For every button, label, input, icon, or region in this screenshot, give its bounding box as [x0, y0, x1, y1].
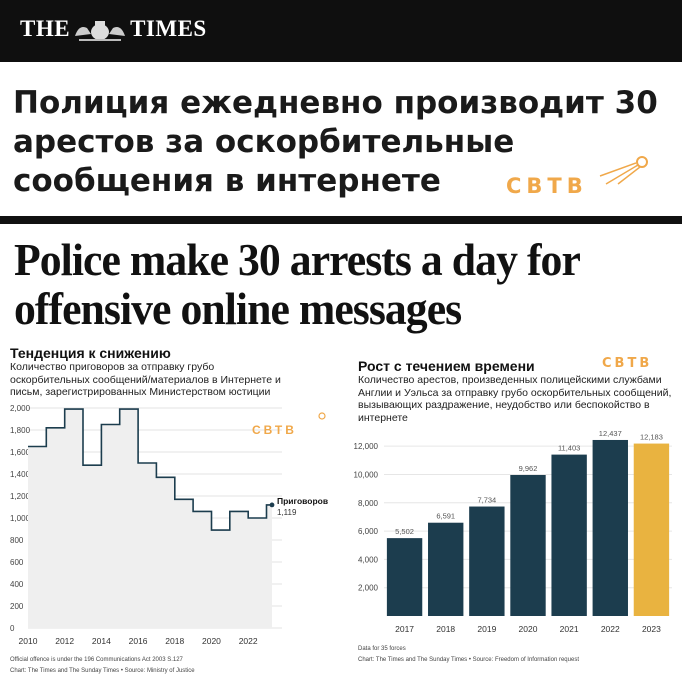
right-x-tick-label: 2019	[477, 624, 496, 634]
right-x-tick-label: 2020	[519, 624, 538, 634]
right-x-tick-label: 2023	[642, 624, 661, 634]
masthead-logo-left: THE	[20, 16, 71, 41]
right-bar	[510, 474, 546, 616]
left-x-tick-label: 2010	[19, 636, 38, 646]
right-bar-chart: 12,000 10,000 8,000 6,000 4,000 2,000 5,502 201…	[354, 429, 672, 634]
left-y-tick-label: 2,000	[10, 404, 31, 413]
satellite-icon	[599, 156, 648, 185]
left-annotation-value: 1,119	[277, 508, 297, 517]
right-y-tick-label: 6,000	[358, 527, 379, 536]
masthead-logo: THE TIMES	[20, 16, 207, 42]
left-y-tick-label: 1,600	[10, 448, 31, 457]
right-bar	[551, 454, 587, 616]
right-chart-title: Рост с течением времени	[358, 358, 535, 374]
right-chart-note: Data for 35 forces	[358, 646, 406, 652]
masthead-logo-right: TIMES	[130, 16, 207, 41]
left-satellite-icon	[318, 412, 326, 420]
right-y-tick-label: 10,000	[354, 470, 379, 479]
left-x-tick-label: 2020	[202, 636, 221, 646]
left-chart-watermark: СВТВ	[252, 423, 297, 437]
left-x-tick-label: 2012	[55, 636, 74, 646]
right-x-tick-label: 2018	[436, 624, 455, 634]
right-y-tick-label: 2,000	[358, 584, 379, 593]
right-x-tick-label: 2022	[601, 624, 620, 634]
right-y-tick-label: 12,000	[354, 442, 379, 451]
left-chart-source: Chart: The Times and The Sunday Times • …	[10, 668, 195, 674]
right-bar-value-label: 12,437	[599, 429, 622, 438]
right-x-tick-label: 2017	[395, 624, 414, 634]
right-bar-value-label: 6,591	[436, 512, 455, 521]
left-x-tick-label: 2014	[92, 636, 111, 646]
left-chart-note: Official offence is under the 196 Commun…	[10, 657, 183, 663]
right-bar	[386, 538, 423, 616]
left-series-line	[28, 408, 272, 531]
right-bar-value-label: 12,183	[640, 433, 663, 442]
left-x-tick-label: 2018	[165, 636, 184, 646]
russian-headline: Полиция ежедневно производит 30 арестов …	[13, 85, 658, 199]
left-y-tick-label: 1,200	[10, 492, 31, 501]
left-area-fill	[28, 409, 272, 628]
left-x-tick-label: 2016	[129, 636, 148, 646]
left-y-tick-label: 800	[10, 536, 24, 545]
left-y-tick-label: 1,000	[10, 514, 31, 523]
right-y-tick-label: 8,000	[358, 499, 379, 508]
right-bar	[592, 439, 628, 616]
russian-headline-panel: Полиция ежедневно производит 30 арестов …	[0, 62, 682, 216]
masthead: THE TIMES	[0, 0, 682, 62]
right-bar	[469, 506, 505, 616]
english-headline: Police make 30 arrests a day for offensi…	[14, 234, 580, 334]
left-chart-title: Тенденция к снижению	[10, 345, 171, 361]
right-bar	[428, 522, 464, 616]
watermark-logo: СВТВ	[506, 174, 588, 198]
left-line-chart: 2,000 1,800 1,600 1,400 1,200 1,000 800 600 400 2…	[10, 404, 328, 646]
left-y-tick-label: 600	[10, 558, 24, 567]
right-chart-source: Chart: The Times and The Sunday Times • …	[358, 657, 579, 663]
left-y-tick-label: 400	[10, 580, 24, 589]
right-bar-value-label: 9,962	[519, 464, 538, 473]
left-y-tick-label: 1,800	[10, 426, 31, 435]
right-watermark-logo: СВТВ	[602, 356, 653, 371]
right-bar-value-label: 5,502	[395, 527, 414, 536]
right-chart-subtitle: Количество арестов, произведенных полице…	[358, 374, 672, 424]
right-x-tick-label: 2021	[560, 624, 579, 634]
crest-icon	[75, 20, 126, 41]
right-bar	[633, 443, 670, 616]
left-y-tick-label: 0	[10, 624, 15, 633]
right-bar-value-label: 11,403	[558, 444, 580, 453]
divider	[0, 216, 682, 224]
right-y-tick-label: 4,000	[358, 555, 379, 564]
left-annotation-label: Приговоров	[277, 496, 328, 506]
left-y-tick-label: 1,400	[10, 470, 31, 479]
left-y-tick-label: 200	[10, 602, 24, 611]
left-chart-subtitle: Количество приговоров за отправку грубо …	[10, 361, 281, 398]
right-bar-value-label: 7,734	[477, 496, 496, 505]
left-end-marker	[269, 502, 275, 508]
left-x-tick-label: 2022	[239, 636, 258, 646]
